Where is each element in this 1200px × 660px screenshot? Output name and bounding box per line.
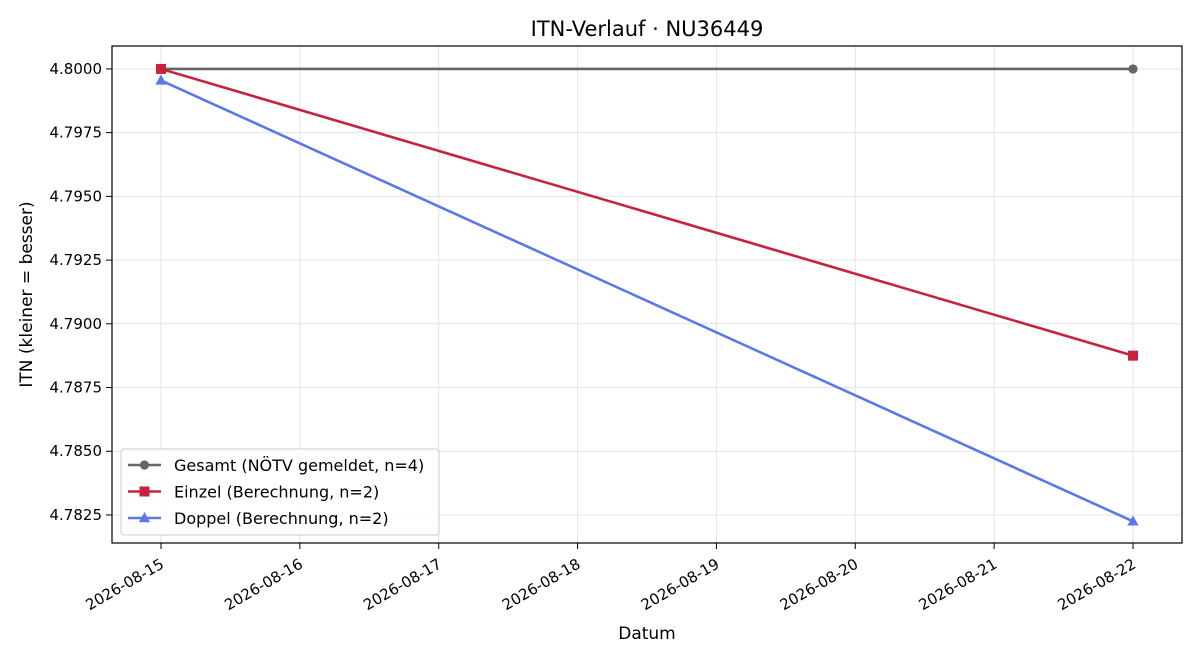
legend-swatch-marker <box>138 512 151 523</box>
series-layer <box>155 63 1139 526</box>
y-tick-label: 4.8000 <box>50 60 103 78</box>
y-tick-label: 4.7825 <box>50 506 103 524</box>
chart-title: ITN-Verlauf · NU36449 <box>531 17 764 41</box>
series-line <box>160 79 1134 523</box>
y-tick-label: 4.7875 <box>50 379 103 397</box>
legend-item: Doppel (Berechnung, n=2) <box>128 509 389 528</box>
data-point <box>156 63 166 74</box>
y-tick-label: 4.7850 <box>50 442 103 460</box>
legend-swatch-marker <box>139 486 150 497</box>
y-tick-label: 4.7975 <box>50 124 103 142</box>
x-tick-label: 2026-08-15 <box>82 555 167 614</box>
x-tick-label: 2026-08-21 <box>916 555 1001 614</box>
grid-lines <box>112 46 1182 543</box>
x-tick-label: 2026-08-20 <box>777 555 862 614</box>
x-tick-label: 2026-08-17 <box>360 555 445 614</box>
series-triangle <box>155 74 1139 526</box>
legend: Gesamt (NÖTV gemeldet, n=4) Einzel (Berec… <box>120 448 440 536</box>
series-square <box>156 63 1138 361</box>
y-tick-label: 4.7925 <box>50 251 103 269</box>
y-tick-label: 4.7950 <box>50 187 103 205</box>
legend-label: Doppel (Berechnung, n=2) <box>174 509 389 528</box>
x-tick-label: 2026-08-18 <box>499 555 584 614</box>
legend-label: Einzel (Berechnung, n=2) <box>174 483 379 502</box>
y-tick-label: 4.7900 <box>50 315 103 333</box>
legend-item: Gesamt (NÖTV gemeldet, n=4) <box>128 456 424 475</box>
x-tick-label: 2026-08-22 <box>1054 555 1139 614</box>
x-axis-title: Datum <box>618 624 676 644</box>
x-axis: 2026-08-15 2026-08-16 2026-08-17 2026-08-18… <box>82 543 1139 614</box>
x-tick-label: 2026-08-16 <box>221 555 306 614</box>
series-circle <box>156 64 1138 74</box>
series-line <box>160 67 1134 357</box>
data-point <box>1128 64 1138 74</box>
legend-item: Einzel (Berechnung, n=2) <box>128 483 379 502</box>
legend-label: Gesamt (NÖTV gemeldet, n=4) <box>174 456 424 475</box>
legend-box <box>120 448 440 536</box>
plot-frame <box>111 45 1183 544</box>
y-axis: 4.7825 4.7850 4.7875 4.7900 4.7925 4.7950 4.79… <box>50 60 112 524</box>
x-tick-label: 2026-08-19 <box>638 555 723 614</box>
data-point <box>1128 350 1138 361</box>
legend-swatch-marker <box>139 460 150 470</box>
data-point <box>155 74 167 85</box>
data-point <box>1127 515 1139 526</box>
y-axis-title: ITN (kleiner = besser) <box>17 201 37 387</box>
